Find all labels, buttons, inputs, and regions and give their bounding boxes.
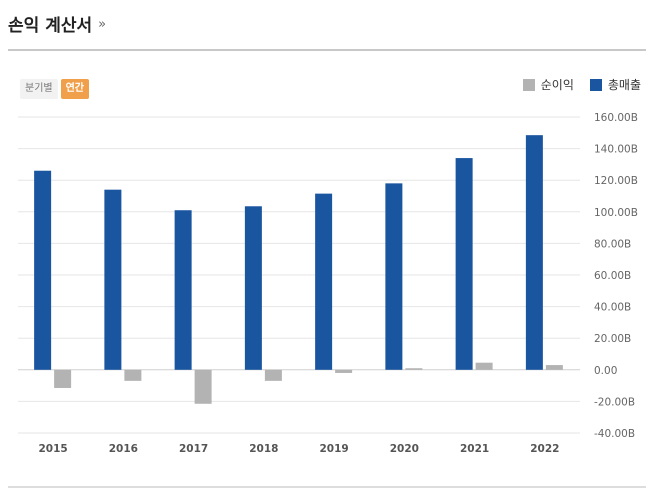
x-tick-label: 2016 (109, 443, 138, 455)
chart-legend: 순이익 총매출 (522, 76, 641, 93)
net-income-bar[interactable] (124, 369, 142, 381)
page-title: 손익 계산서 (8, 15, 93, 36)
y-tick-label: 120.00B (594, 175, 638, 187)
chart-grid (18, 116, 580, 434)
chart-bars (34, 135, 563, 404)
x-tick-label: 2017 (179, 443, 208, 455)
y-tick-label: 60.00B (594, 270, 631, 282)
y-tick-label: 140.00B (594, 144, 638, 156)
revenue-bar[interactable] (315, 193, 333, 370)
net-income-bar[interactable] (545, 365, 563, 370)
net-income-bar[interactable] (54, 369, 72, 388)
y-tick-label: 80.00B (594, 238, 631, 250)
y-axis-ticks: 160.00B 140.00B 120.00B 100.00B 80.00B 60.00B… (594, 112, 638, 440)
footer-divider (8, 486, 646, 488)
legend-item-net-income[interactable]: 순이익 (522, 76, 574, 93)
revenue-bar[interactable] (34, 170, 52, 370)
y-tick-label: 20.00B (594, 333, 631, 345)
x-tick-label: 2022 (530, 443, 559, 455)
revenue-bar[interactable] (104, 189, 122, 370)
more-link-icon[interactable]: » (98, 16, 107, 32)
net-income-bar[interactable] (264, 369, 282, 381)
net-income-swatch-icon (522, 78, 535, 91)
revenue-bar[interactable] (455, 158, 473, 370)
legend-item-revenue[interactable]: 총매출 (589, 76, 641, 93)
revenue-bar[interactable] (525, 135, 543, 370)
header-divider (8, 49, 646, 51)
net-income-bar[interactable] (475, 362, 493, 370)
net-income-bar[interactable] (405, 368, 423, 370)
y-tick-label: 160.00B (594, 112, 638, 124)
x-tick-label: 2015 (39, 443, 68, 455)
x-tick-label: 2021 (460, 443, 489, 455)
revenue-swatch-icon (589, 78, 602, 91)
quarterly-toggle-button[interactable]: 분기별 (20, 79, 58, 99)
y-tick-label: 100.00B (594, 207, 638, 219)
net-income-bar[interactable] (194, 369, 212, 404)
y-tick-label: 0.00 (594, 365, 617, 377)
y-tick-label: -20.00B (594, 396, 635, 408)
period-toggle: 분기별 연간 (20, 79, 90, 99)
x-axis-ticks: 2015 2016 2017 2018 2019 2020 2021 2022 (39, 443, 560, 455)
revenue-bar[interactable] (385, 183, 403, 370)
x-tick-label: 2019 (320, 443, 349, 455)
x-tick-label: 2018 (249, 443, 278, 455)
revenue-bar[interactable] (244, 206, 262, 370)
x-tick-label: 2020 (390, 443, 419, 455)
revenue-bar[interactable] (174, 210, 192, 370)
legend-label-net-income: 순이익 (540, 78, 574, 92)
annual-toggle-button[interactable]: 연간 (60, 79, 90, 99)
y-tick-label: -40.00B (594, 428, 635, 440)
section-header: 손익 계산서 » (8, 8, 106, 38)
net-income-bar[interactable] (335, 369, 353, 373)
y-tick-label: 40.00B (594, 302, 631, 314)
legend-label-revenue: 총매출 (607, 78, 641, 92)
